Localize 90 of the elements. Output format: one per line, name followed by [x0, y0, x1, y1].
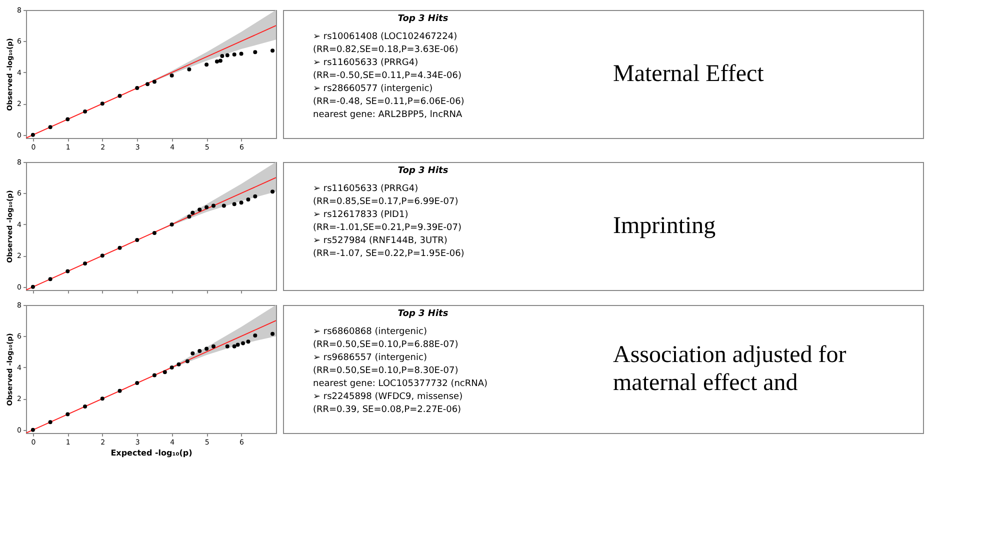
point — [214, 60, 219, 64]
point — [118, 388, 122, 393]
point — [253, 50, 258, 54]
text: ➢ rs12617833 (PID1) — [313, 210, 408, 220]
point — [30, 428, 35, 432]
text: Association adjusted for maternal effect and — [613, 342, 846, 396]
text: Imprinting — [613, 213, 716, 239]
point — [246, 340, 250, 344]
point — [246, 197, 250, 202]
point — [270, 48, 275, 53]
point — [204, 205, 209, 210]
text: nearest gene: LOC105377732 (ncRNA) — [313, 379, 488, 389]
point — [48, 125, 52, 130]
text: ➢ rs10061408 (LOC102467224) — [313, 32, 458, 42]
text: Top 3 Hits — [398, 14, 449, 24]
point — [190, 351, 195, 356]
point — [135, 381, 140, 386]
point — [66, 412, 70, 416]
point — [185, 359, 190, 364]
point — [236, 342, 240, 347]
point — [239, 52, 244, 56]
point — [187, 67, 192, 72]
point — [204, 346, 209, 351]
point — [232, 52, 236, 56]
text: ➢ rs11605633 (PRRG4) — [313, 184, 418, 194]
point — [30, 132, 35, 137]
text: (RR=0.50,SE=0.10,P=6.88E-07) — [313, 340, 458, 350]
text: Top 3 Hits — [398, 309, 449, 319]
text: nearest gene: ARL2BPP5, lncRNA — [313, 110, 464, 120]
point — [170, 74, 174, 78]
text: Maternal Effect — [613, 61, 764, 87]
point — [135, 86, 140, 90]
point — [198, 208, 202, 212]
point — [100, 396, 104, 401]
point — [118, 94, 122, 98]
point — [48, 420, 52, 424]
point — [198, 349, 202, 354]
x-axis-title: Expected -log₁₀(p) — [110, 448, 192, 458]
point — [152, 231, 156, 236]
point — [212, 204, 216, 208]
point — [100, 254, 104, 258]
text: (RR=-1.07, SE=0.22,P=1.95E-06) — [313, 249, 464, 259]
point — [83, 261, 88, 266]
point — [135, 238, 140, 242]
text: (RR=0.50,SE=0.10,P=8.30E-07) — [313, 366, 458, 376]
text: (RR=-1.01,SE=0.21,P=9.39E-07) — [313, 223, 462, 233]
point — [270, 332, 275, 336]
point — [220, 54, 224, 58]
point — [225, 53, 230, 58]
point — [270, 190, 275, 194]
point — [187, 214, 192, 219]
text: ➢ rs527984 (RNF144B, 3UTR) — [313, 236, 448, 246]
text: ➢ rs9686557 (intergenic) — [313, 353, 427, 363]
text: (RR=-0.48, SE=0.11,P=6.06E-06) — [313, 97, 464, 107]
point — [253, 333, 258, 338]
text: ➢ rs6860868 (intergenic) — [313, 327, 427, 337]
point — [66, 269, 70, 274]
point — [83, 404, 88, 408]
point — [241, 341, 246, 346]
point — [212, 344, 216, 348]
point — [232, 344, 236, 348]
text: (RR=0.82,SE=0.18,P=3.63E-06) — [313, 45, 458, 55]
point — [146, 82, 150, 86]
point — [48, 277, 52, 282]
point — [176, 362, 181, 366]
point — [162, 370, 167, 374]
point — [239, 200, 244, 205]
point — [190, 210, 195, 215]
point — [100, 102, 104, 106]
text: (RR=-0.50,SE=0.11,P=4.34E-06) — [313, 71, 462, 81]
point — [30, 284, 35, 289]
point — [152, 373, 156, 378]
text: ➢ rs28660577 (intergenic) — [313, 84, 433, 94]
point — [253, 194, 258, 198]
text: Top 3 Hits — [398, 166, 449, 176]
point — [170, 222, 174, 226]
point — [218, 58, 222, 63]
point — [232, 202, 236, 206]
point — [170, 365, 174, 370]
text: ➢ rs2245898 (WFDC9, missense) — [313, 392, 463, 402]
point — [204, 62, 209, 67]
text: ➢ rs11605633 (PRRG4) — [313, 58, 418, 68]
point — [66, 117, 70, 122]
point — [118, 246, 122, 250]
point — [83, 109, 88, 114]
point — [225, 344, 230, 348]
text: (RR=0.39, SE=0.08,P=2.27E-06) — [313, 405, 462, 415]
point — [152, 80, 156, 84]
point — [222, 204, 226, 208]
text: (RR=0.85,SE=0.17,P=6.99E-07) — [313, 197, 458, 207]
